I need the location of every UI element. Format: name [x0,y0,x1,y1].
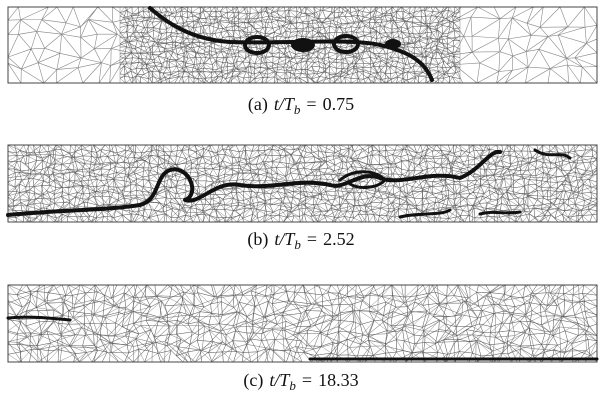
caption-relation: = [302,370,312,390]
caption-subscript: b [294,237,301,252]
caption-subscript: b [289,378,296,393]
vortex [385,39,401,49]
caption-value: 0.75 [323,94,355,114]
caption: (c) t/Tb = 18.33 [243,370,358,393]
caption-relation: = [306,94,316,114]
caption-subscript: b [294,102,301,117]
caption-variable: t/T [269,370,291,390]
caption-value: 18.33 [318,370,359,390]
vortex [245,37,269,53]
figure: (a)t/Tb=0.75(b)t/Tb=2.52(c)t/Tb=18.33 [0,0,603,400]
caption-variable: t/T [274,94,296,114]
caption: (a) t/Tb = 0.75 [248,94,354,117]
caption-label: (b) [247,229,268,250]
caption-relation: = [307,229,317,249]
caption-label: (c) [243,370,263,391]
caption: (b) t/Tb = 2.52 [247,229,354,252]
caption-label: (a) [248,94,268,115]
caption-value: 2.52 [323,229,355,249]
caption-variable: t/T [274,229,296,249]
vortex [291,38,315,52]
